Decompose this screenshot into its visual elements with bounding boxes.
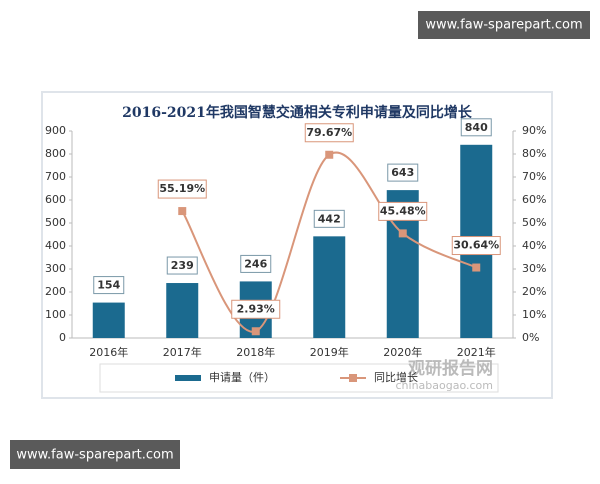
y2-tick-label: 70% [522,170,546,183]
x-tick-label: 2020年 [383,345,422,359]
y-tick-label: 800 [45,147,66,160]
x-tick-label: 2021年 [457,345,496,359]
watermark: www.faw-sparepart.com [16,448,173,463]
y-tick-label: 0 [59,331,66,344]
data-label: 239 [171,259,194,272]
data-label-box [166,256,198,275]
data-label-box [313,209,345,228]
legend-label: 申请量（件） [209,371,275,384]
data-label: 246 [244,257,267,270]
data-label-box [378,201,428,221]
data-label-box [387,163,419,182]
marker [398,229,407,238]
y2-tick-label: 40% [522,239,546,252]
y2-tick-label: 10% [522,308,546,321]
line [181,151,477,333]
data-label: 154 [97,279,120,292]
x-tick-label: 2018年 [236,345,275,359]
logo-name: 观研报告网 [407,358,493,379]
watermark-box [418,11,590,39]
legend-swatch [349,374,357,382]
y2-tick-label: 90% [522,124,546,137]
marker [251,327,260,336]
y2-tick-label: 80% [522,147,546,160]
y-tick-label: 700 [45,170,66,183]
data-label: 30.64% [453,239,499,252]
y2-tick-label: 60% [522,193,546,206]
watermark: www.faw-sparepart.com [425,18,582,33]
watermark-box [10,440,180,469]
bar [313,236,346,338]
logo-url: chinabaogao.com [396,379,494,392]
y-tick-label: 200 [45,285,66,298]
chart-title: 2016-2021年我国智慧交通相关专利申请量及同比增长 [122,104,473,121]
data-label: 79.67% [306,126,352,139]
legend-swatch [175,375,201,381]
y2-tick-label: 50% [522,216,546,229]
y-tick-label: 500 [45,216,66,229]
y2-tick-label: 30% [522,262,546,275]
x-tick-label: 2016年 [89,345,128,359]
marker [178,207,187,216]
data-label-box [460,118,492,137]
data-label-box [451,236,501,256]
data-label: 442 [318,212,341,225]
bar [92,302,125,338]
y-tick-label: 900 [45,124,66,137]
data-label-box [231,299,281,319]
y2-tick-label: 0% [522,331,539,344]
data-label: 2.93% [237,302,275,315]
legend-box [99,363,499,393]
marker [325,150,334,159]
x-tick-label: 2019年 [310,345,349,359]
data-label-box [240,254,272,273]
y-tick-label: 300 [45,262,66,275]
data-label-box [93,276,125,295]
data-label-box [157,179,207,199]
data-label-box [304,123,354,143]
x-tick-label: 2017年 [163,345,202,359]
y-tick-label: 400 [45,239,66,252]
data-label: 840 [465,121,488,134]
y-tick-label: 100 [45,308,66,321]
bar [166,283,199,338]
data-label: 55.19% [159,182,205,195]
y-tick-label: 600 [45,193,66,206]
legend-label: 同比增长 [374,370,418,384]
data-label: 643 [391,166,414,179]
data-label: 45.48% [380,204,426,217]
marker [472,263,481,272]
y2-tick-label: 20% [522,285,546,298]
